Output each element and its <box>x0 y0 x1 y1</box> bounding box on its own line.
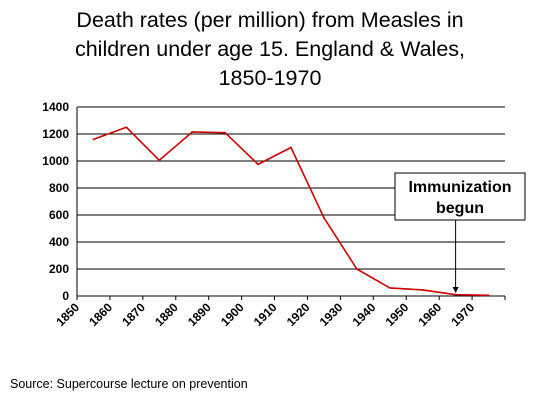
data-point-1900 <box>257 163 259 166</box>
x-tick-label-1890: 1890 <box>185 300 214 329</box>
y-tick-label-800: 800 <box>49 181 69 195</box>
data-point-1950 <box>421 289 424 291</box>
y-tick-label-1200: 1200 <box>42 127 69 141</box>
annotation-text-1: Immunization <box>408 179 511 196</box>
chart-title-line-2: children under age 15. England & Wales, <box>74 37 466 61</box>
chart-title-line-1: Death rates (per million) from Measles i… <box>76 8 464 32</box>
x-tick-label-1950: 1950 <box>383 300 412 329</box>
data-point-1870 <box>158 159 161 162</box>
y-tick-label-0: 0 <box>62 289 69 303</box>
data-point-1930 <box>355 268 358 270</box>
annotation-arrow-head <box>452 287 459 293</box>
data-point-1960 <box>454 293 457 296</box>
x-tick-label-1970: 1970 <box>448 300 477 329</box>
annotation-text-2: begun <box>436 200 484 217</box>
chart-title: Death rates (per million) from Measles i… <box>0 6 540 93</box>
y-tick-label-1000: 1000 <box>42 154 69 168</box>
y-tick-label-400: 400 <box>49 235 69 249</box>
annotation-box <box>394 172 526 221</box>
x-tick-label-1880: 1880 <box>152 300 181 329</box>
y-tick-label-200: 200 <box>49 262 69 276</box>
x-tick-label-1930: 1930 <box>317 300 346 329</box>
data-point-1880 <box>191 131 194 133</box>
x-tick-label-1850: 1850 <box>53 300 82 329</box>
x-tick-label-1920: 1920 <box>284 300 313 329</box>
chart-title-line-3: 1850-1970 <box>218 66 322 90</box>
source-note: Source: Supercourse lecture on preventio… <box>10 377 248 391</box>
x-tick-label-1910: 1910 <box>251 300 280 329</box>
data-point-1910 <box>290 146 292 149</box>
x-tick-label-1870: 1870 <box>119 300 148 329</box>
x-tick-label-1900: 1900 <box>218 300 247 329</box>
x-tick-label-1960: 1960 <box>415 300 444 329</box>
data-point-1970 <box>487 294 490 297</box>
y-tick-label-600: 600 <box>49 208 69 222</box>
x-tick-label-1940: 1940 <box>350 300 379 329</box>
data-point-1860 <box>125 126 128 129</box>
data-point-1920 <box>323 216 325 219</box>
data-point-1890 <box>224 131 227 134</box>
data-point-1940 <box>388 287 391 289</box>
data-point-1850 <box>92 138 95 141</box>
y-tick-label-1400: 1400 <box>42 100 69 114</box>
x-tick-label-1860: 1860 <box>86 300 115 329</box>
